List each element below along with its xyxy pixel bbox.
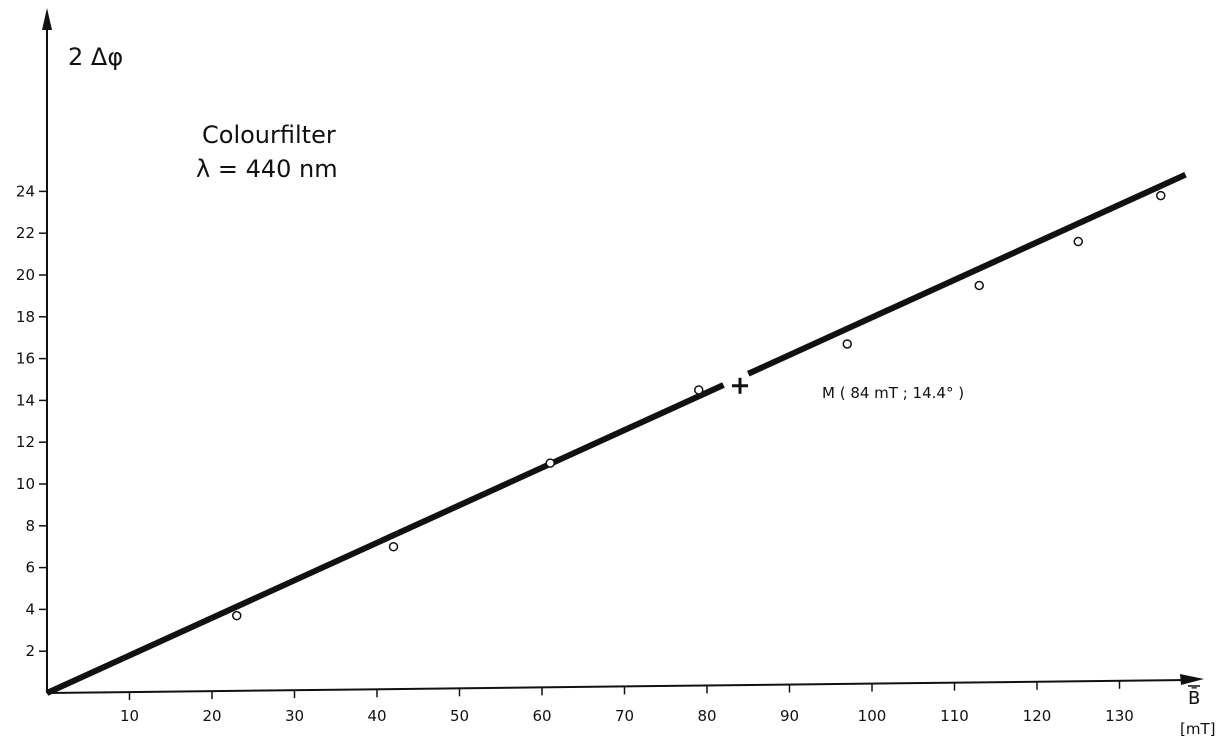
x-tick-label: 30 — [285, 707, 304, 725]
x-tick-label: 80 — [697, 707, 716, 725]
y-tick-label: 16 — [16, 350, 35, 368]
y-tick-label: 18 — [16, 308, 35, 326]
data-point — [694, 385, 704, 395]
y-tick-label: 10 — [16, 475, 35, 493]
marker-label: M ( 84 mT ; 14.4° ) — [822, 384, 964, 402]
fit-line — [747, 171, 1187, 377]
data-point — [974, 280, 984, 291]
marker-point — [732, 377, 748, 394]
fit-line — [45, 382, 725, 696]
axes — [42, 8, 1204, 694]
data-point — [842, 339, 852, 349]
x-tick-label: 40 — [367, 707, 386, 725]
y-axis-arrow — [42, 8, 52, 30]
x-tick-label: 90 — [780, 707, 799, 725]
y-tick-label: 12 — [16, 433, 35, 451]
y-tick-label: 20 — [16, 266, 35, 284]
data-point — [545, 458, 555, 468]
x-tick-label: 60 — [532, 707, 551, 725]
data-points — [232, 190, 1166, 621]
x-tick-label: 130 — [1105, 707, 1134, 725]
x-tick-label: 50 — [450, 707, 469, 725]
y-tick-label: 6 — [25, 559, 35, 577]
x-tick-label: 10 — [120, 707, 139, 725]
annotation-wavelength: λ = 440 nm — [196, 155, 338, 183]
y-tick-label: 22 — [16, 224, 35, 242]
y-tick-label: 2 — [25, 642, 35, 660]
x-tick-label: 110 — [940, 707, 969, 725]
y-tick-label: 24 — [16, 182, 35, 200]
annotation-title: Colourfilter — [202, 121, 336, 149]
x-tick-label: 120 — [1023, 707, 1052, 725]
data-point — [388, 541, 399, 552]
x-ticks: 10 20 30 40 50 60 70 80 90 100 110 120 130 — [120, 680, 1134, 725]
y-tick-label: 14 — [16, 391, 35, 409]
x-axis-label: B̄ — [1188, 687, 1200, 709]
data-point — [1073, 236, 1083, 247]
y-tick-label: 8 — [25, 517, 35, 535]
y-tick-label: 4 — [25, 600, 35, 618]
x-axis-arrow — [1180, 674, 1204, 685]
y-axis-label: 2 Δφ — [68, 43, 123, 71]
x-axis-unit: [mT] — [1180, 720, 1215, 738]
x-axis — [46, 679, 1191, 694]
x-tick-label: 70 — [615, 707, 634, 725]
x-tick-label: 100 — [858, 707, 887, 725]
data-point — [232, 610, 242, 621]
data-point — [1156, 190, 1166, 201]
x-tick-label: 20 — [202, 707, 221, 725]
